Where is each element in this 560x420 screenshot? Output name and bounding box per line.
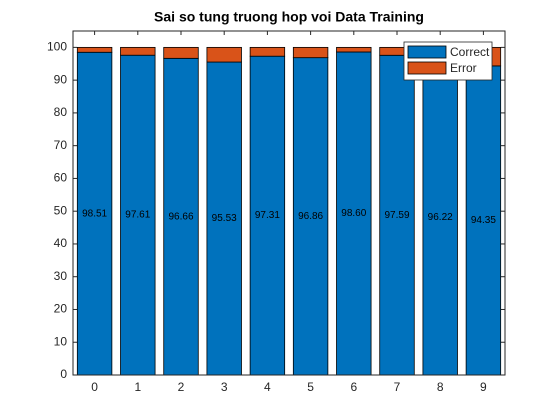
y-tick-label: 30	[54, 269, 68, 283]
y-tick-label: 20	[54, 302, 68, 316]
y-tick-label: 70	[54, 138, 68, 152]
legend-swatch	[407, 61, 447, 75]
y-tick-label: 50	[54, 203, 68, 217]
bar-segment	[120, 54, 156, 376]
y-tick-label: 0	[60, 367, 67, 381]
x-tick-label: 5	[307, 380, 314, 394]
bar-segment	[292, 46, 329, 59]
legend-swatch	[407, 45, 447, 59]
x-tick-label: 9	[480, 380, 487, 394]
value-label: 97.31	[255, 210, 280, 221]
value-label: 97.59	[384, 210, 409, 221]
value-label: 94.35	[471, 215, 496, 226]
bar-segment	[249, 46, 286, 57]
bar-segment	[465, 65, 502, 376]
x-tick-label: 0	[91, 380, 98, 394]
value-label: 96.86	[298, 211, 323, 222]
x-tick-label: 8	[437, 380, 444, 394]
chart-title: Sai so tung truong hop voi Data Training	[154, 9, 424, 25]
value-label: 97.61	[125, 210, 150, 221]
value-label: 98.51	[82, 208, 107, 219]
x-tick-label: 6	[350, 380, 357, 394]
bar-segment	[336, 46, 372, 53]
y-tick-label: 80	[54, 105, 68, 119]
y-tick-label: 90	[54, 72, 68, 86]
x-tick-label: 7	[394, 380, 401, 394]
y-tick-label: 100	[47, 40, 67, 54]
bar-segment	[76, 51, 113, 376]
x-tick-label: 3	[221, 380, 228, 394]
bar-segment	[422, 59, 458, 376]
bar-segment	[292, 57, 329, 376]
bar-segment	[206, 46, 242, 63]
x-tick-label: 4	[264, 380, 271, 394]
y-tick-label: 40	[54, 236, 68, 250]
bar-segment	[120, 46, 156, 56]
x-tick-label: 1	[134, 380, 141, 394]
legend-label: Error	[450, 61, 477, 75]
x-tick-label: 2	[178, 380, 185, 394]
legend-label: Correct	[450, 45, 490, 59]
axes-box	[72, 30, 506, 376]
legend: Correct Error	[403, 41, 493, 81]
bar-segment	[336, 51, 372, 376]
y-tick-label: 60	[54, 171, 68, 185]
value-label: 96.22	[428, 212, 453, 223]
bar-segment	[163, 46, 199, 59]
value-label: 98.60	[341, 208, 366, 219]
value-label: 95.53	[212, 213, 237, 224]
y-tick-label: 10	[54, 334, 68, 348]
bar-segment	[249, 55, 286, 376]
value-label: 96.66	[168, 211, 193, 222]
bar-segment	[76, 46, 113, 53]
